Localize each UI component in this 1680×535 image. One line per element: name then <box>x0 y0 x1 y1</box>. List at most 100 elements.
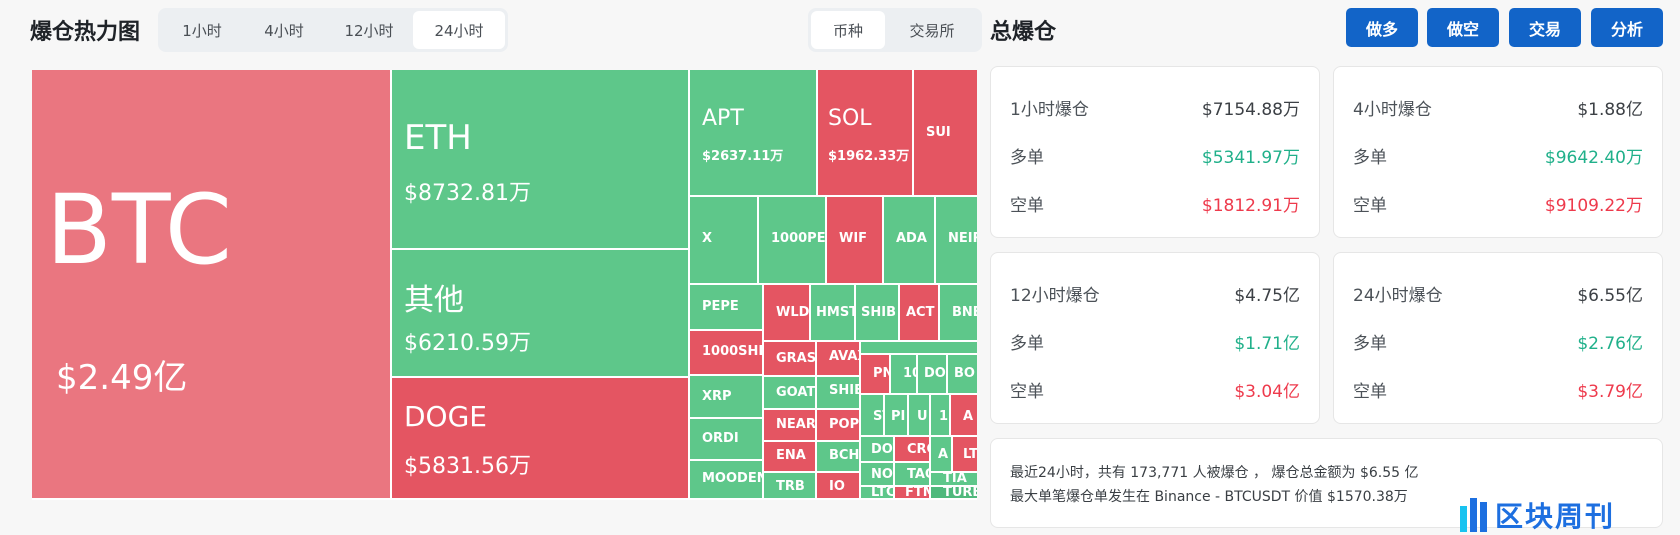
treemap-cell-io[interactable]: IO <box>817 473 861 500</box>
treemap-cell-1[interactable]: 1 <box>931 395 951 437</box>
treemap-cell-shib-2[interactable]: SHIB <box>817 377 861 410</box>
long-label: 多单 <box>1010 334 1044 354</box>
card-label: 1小时爆仓 <box>1010 100 1089 120</box>
treemap-cell-moodeng[interactable]: MOODENG <box>690 461 764 500</box>
tab-24h[interactable]: 24小时 <box>413 11 505 49</box>
trade-button[interactable]: 交易 <box>1509 8 1581 47</box>
long-label: 多单 <box>1010 148 1044 168</box>
card-label: 4小时爆仓 <box>1353 100 1432 120</box>
tab-1h[interactable]: 1小时 <box>182 21 222 40</box>
treemap-cell-btc[interactable]: BTC $2.49亿 <box>32 70 392 500</box>
treemap-cell-pi[interactable]: PI <box>885 395 909 437</box>
treemap-cell-popcat[interactable]: POPCAT <box>817 410 861 442</box>
summary-card-12h: 12小时爆仓 $4.75亿 多单 $1.71亿 空单 $3.04亿 <box>990 252 1320 424</box>
short-value: $1812.91万 <box>1201 196 1300 216</box>
treemap-cell-neiro[interactable]: NEIRO <box>936 197 977 285</box>
heatmap-title: 爆仓热力图 <box>30 20 141 45</box>
treemap-cell-sol[interactable]: SOL $1962.33万 <box>818 70 914 197</box>
treemap-cell-ordi[interactable]: ORDI <box>690 419 764 461</box>
tab-12h[interactable]: 12小时 <box>344 21 394 40</box>
treemap-cell-trb[interactable]: TRB <box>764 473 817 500</box>
treemap-cell-near[interactable]: NEAR <box>764 410 817 442</box>
short-label: 空单 <box>1010 382 1044 402</box>
long-value: $9642.40万 <box>1544 148 1643 168</box>
long-value: $2.76亿 <box>1577 334 1643 354</box>
treemap-cell-dot[interactable]: DOT <box>861 437 895 463</box>
watermark-text: 区块周刊 <box>1495 500 1616 533</box>
treemap-cell-filler <box>861 342 977 355</box>
treemap-cell-1000shib[interactable]: 1000SHIB <box>690 331 764 376</box>
card-total: $4.75亿 <box>1234 286 1300 306</box>
treemap-cell-bch[interactable]: BCH <box>817 442 861 473</box>
card-label: 24小时爆仓 <box>1353 286 1443 306</box>
long-button[interactable]: 做多 <box>1346 8 1418 47</box>
card-total: $1.88亿 <box>1577 100 1643 120</box>
short-label: 空单 <box>1353 196 1387 216</box>
treemap-cell-not[interactable]: NOT <box>861 463 895 487</box>
treemap-cell-1000pepe[interactable]: 1000PEPE <box>759 197 827 285</box>
group-by-tabs: 币种 交易所 <box>808 8 982 52</box>
treemap-cell-ftm[interactable]: FTM <box>895 487 931 500</box>
tab-exchange[interactable]: 交易所 <box>909 21 955 40</box>
treemap-cell-pnut[interactable]: PNUT <box>861 355 891 395</box>
bar-logo-icon <box>1460 498 1487 532</box>
short-value: $3.04亿 <box>1234 382 1300 402</box>
treemap-cell-hmstr[interactable]: HMSTR <box>811 285 856 342</box>
treemap-cell-wif[interactable]: WIF <box>827 197 884 285</box>
note-line-2: 最大单笔爆仓单发生在 Binance - BTCUSDT 价值 $1570.38… <box>1010 489 1408 505</box>
treemap-cell-a-red[interactable]: A <box>951 395 977 437</box>
treemap-cell-grass[interactable]: GRASS <box>764 342 817 377</box>
short-value: $9109.22万 <box>1544 196 1643 216</box>
treemap-cell-x[interactable]: X <box>690 197 759 285</box>
treemap-cell-avax[interactable]: AVAX <box>817 342 861 377</box>
treemap-cell-goat[interactable]: GOAT <box>764 377 817 410</box>
treemap-cell-shib[interactable]: SHIB <box>856 285 900 342</box>
treemap-cell-ada[interactable]: ADA <box>884 197 936 285</box>
treemap-cell-tao[interactable]: TAO <box>895 463 931 487</box>
treemap-cell-bnb[interactable]: BNB <box>940 285 977 342</box>
treemap-cell-ena[interactable]: ENA <box>764 442 817 473</box>
treemap-cell-other[interactable]: 其他 $6210.59万 <box>392 250 690 378</box>
treemap-cell-sui[interactable]: SUI <box>914 70 977 197</box>
treemap-cell-cro[interactable]: CRO <box>895 437 931 463</box>
long-label: 多单 <box>1353 334 1387 354</box>
watermark-logo: 区块周刊 <box>1460 495 1615 535</box>
summary-title: 总爆仓 <box>990 20 1057 45</box>
treemap-cell-apt[interactable]: APT $2637.11万 <box>690 70 818 197</box>
treemap-cell-a-green[interactable]: A <box>931 437 953 473</box>
treemap-cell-st[interactable]: ST <box>861 395 885 437</box>
treemap-cell-u[interactable]: U <box>909 395 931 437</box>
treemap-cell-eth[interactable]: ETH $8732.81万 <box>392 70 690 250</box>
treemap-cell-doge[interactable]: DOGE $5831.56万 <box>392 378 690 500</box>
long-value: $5341.97万 <box>1201 148 1300 168</box>
long-label: 多单 <box>1353 148 1387 168</box>
summary-card-24h: 24小时爆仓 $6.55亿 多单 $2.76亿 空单 $3.79亿 <box>1333 252 1663 424</box>
card-label: 12小时爆仓 <box>1010 286 1100 306</box>
analysis-button[interactable]: 分析 <box>1591 8 1663 47</box>
short-button[interactable]: 做空 <box>1427 8 1499 47</box>
treemap-cell-turbo[interactable]: TURBO <box>931 487 977 500</box>
short-label: 空单 <box>1353 382 1387 402</box>
treemap-cell-xrp[interactable]: XRP <box>690 376 764 419</box>
summary-card-4h: 4小时爆仓 $1.88亿 多单 $9642.40万 空单 $9109.22万 <box>1333 66 1663 238</box>
tab-4h[interactable]: 4小时 <box>264 21 304 40</box>
treemap-cell-tia[interactable]: TIA <box>931 473 977 487</box>
treemap-cell-bo[interactable]: BO <box>948 355 977 395</box>
treemap-cell-10[interactable]: 10 <box>891 355 918 395</box>
treemap-cell-lt[interactable]: LT <box>953 437 977 473</box>
summary-note: 最近24小时，共有 173,771 人被爆仓 ， 爆仓总金额为 $6.55 亿 … <box>990 438 1663 528</box>
treemap-cell-wld[interactable]: WLD <box>764 285 811 342</box>
short-label: 空单 <box>1010 196 1044 216</box>
treemap-cell-act[interactable]: ACT <box>900 285 940 342</box>
treemap-cell-pepe[interactable]: PEPE <box>690 285 764 331</box>
liquidation-treemap: BTC $2.49亿 ETH $8732.81万 其他 $6210.59万 DO… <box>32 70 977 500</box>
tab-coin[interactable]: 币种 <box>811 11 885 49</box>
time-range-tabs: 1小时 4小时 12小时 24小时 <box>158 8 508 52</box>
short-value: $3.79亿 <box>1577 382 1643 402</box>
card-total: $7154.88万 <box>1201 100 1300 120</box>
treemap-cell-ltc[interactable]: LTC <box>861 487 895 500</box>
note-line-1: 最近24小时，共有 173,771 人被爆仓 ， 爆仓总金额为 $6.55 亿 <box>1010 465 1419 481</box>
treemap-cell-do[interactable]: DO <box>918 355 948 395</box>
summary-card-1h: 1小时爆仓 $7154.88万 多单 $5341.97万 空单 $1812.91万 <box>990 66 1320 238</box>
